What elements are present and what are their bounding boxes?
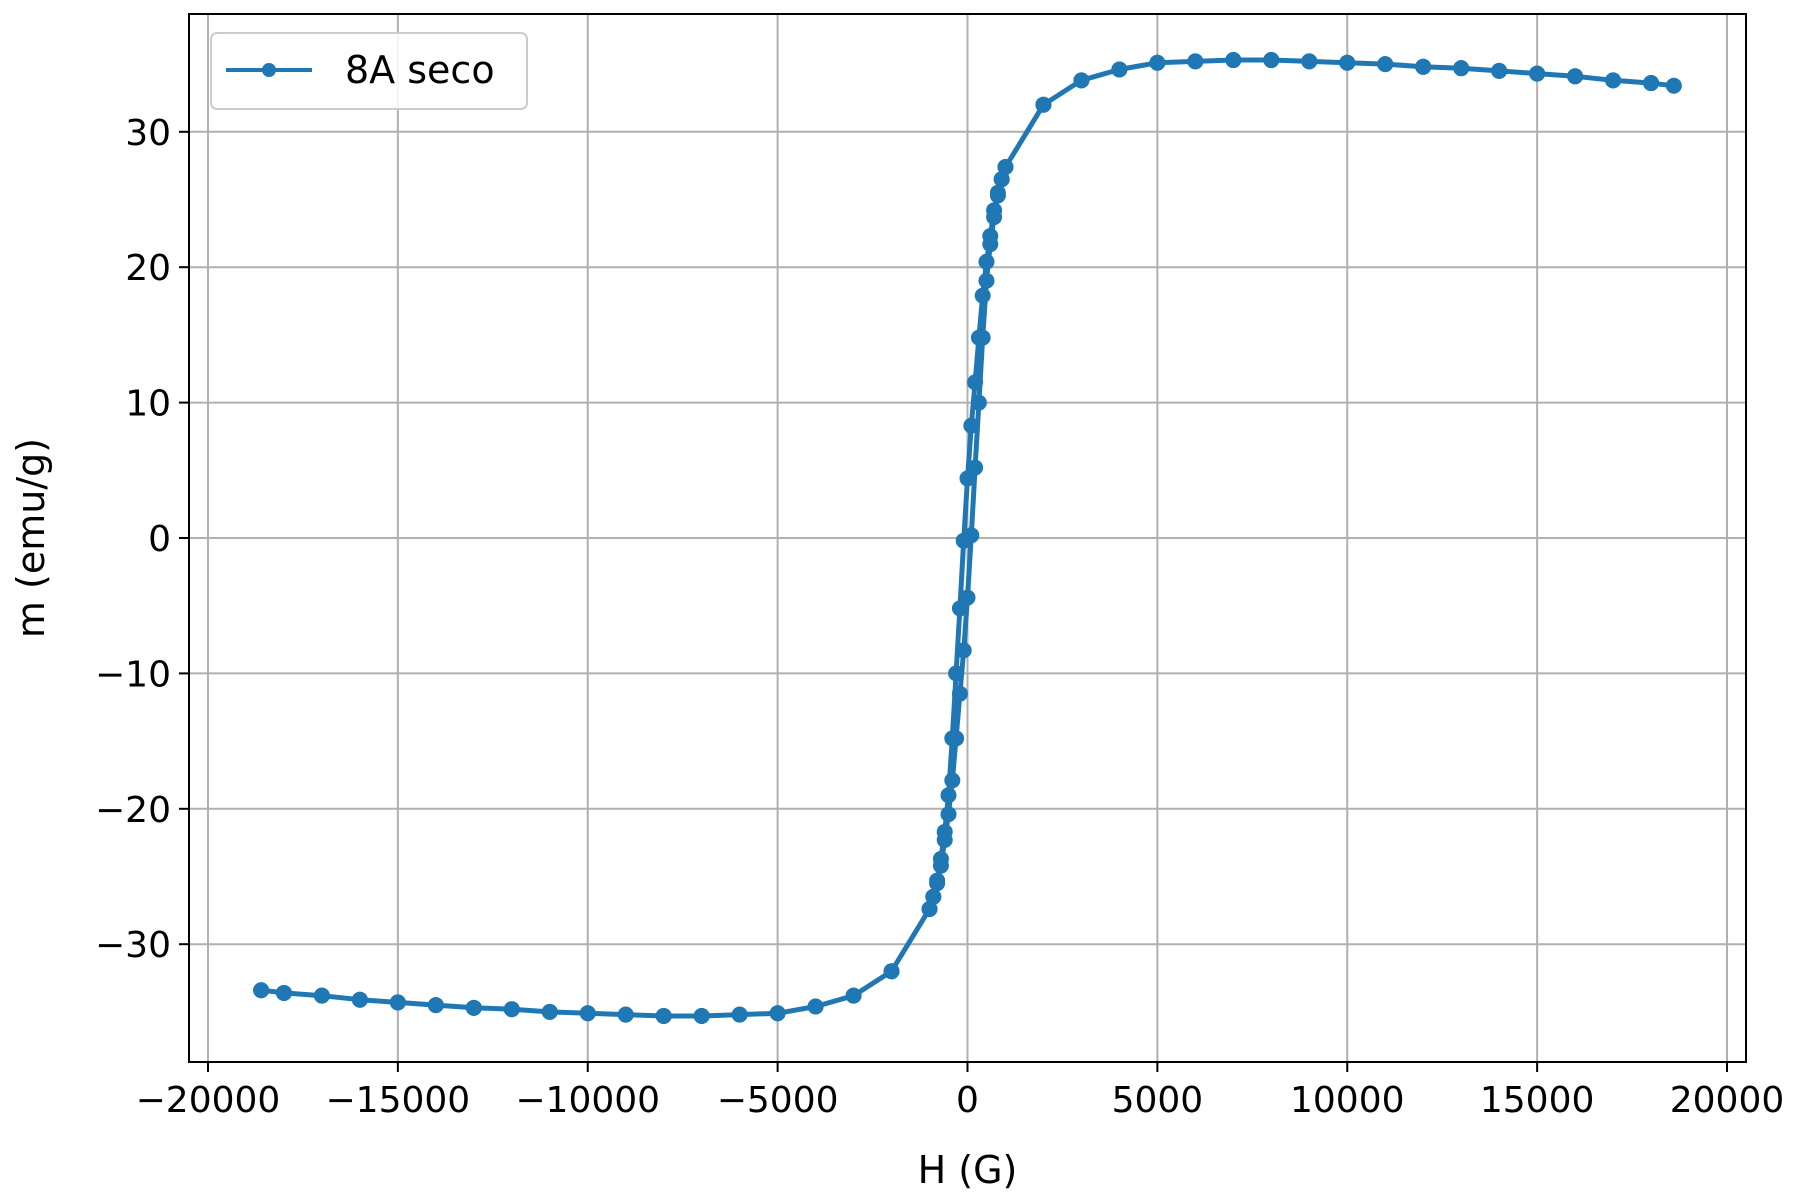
data-point <box>617 1006 634 1023</box>
data-point <box>275 984 292 1001</box>
data-point <box>1491 62 1508 79</box>
data-point <box>944 772 961 789</box>
data-point <box>1225 52 1242 69</box>
data-point <box>978 253 995 270</box>
data-point <box>693 1007 710 1024</box>
data-point <box>940 806 957 823</box>
x-tick-label: 15000 <box>1480 1080 1595 1121</box>
data-point <box>989 184 1006 201</box>
data-point <box>807 998 824 1015</box>
x-tick-label: 0 <box>956 1080 979 1121</box>
data-point <box>932 850 949 867</box>
data-point <box>253 982 270 999</box>
data-point <box>940 787 957 804</box>
data-point <box>351 991 368 1008</box>
data-point <box>731 1006 748 1023</box>
x-tick-label: −20000 <box>136 1080 281 1121</box>
data-point <box>769 1005 786 1022</box>
data-point <box>951 600 968 617</box>
x-tick-label: 20000 <box>1670 1080 1785 1121</box>
data-point <box>967 374 984 391</box>
data-point <box>1339 54 1356 71</box>
y-tick-label: −10 <box>95 654 171 695</box>
data-point <box>978 272 995 289</box>
data-point <box>503 1001 520 1018</box>
data-point <box>655 1007 672 1024</box>
data-point <box>982 228 999 245</box>
data-point <box>963 417 980 434</box>
x-tick-label: −5000 <box>717 1080 839 1121</box>
data-point <box>921 900 938 917</box>
data-point <box>1643 75 1660 92</box>
x-tick-label: −15000 <box>326 1080 471 1121</box>
data-point <box>929 872 946 889</box>
data-point <box>944 730 961 747</box>
data-point <box>948 665 965 682</box>
data-point <box>986 202 1003 219</box>
data-point <box>993 171 1010 188</box>
x-axis-label: H (G) <box>918 1148 1018 1192</box>
data-point <box>925 888 942 905</box>
data-point <box>936 823 953 840</box>
data-point <box>1073 72 1090 89</box>
data-point <box>541 1003 558 1020</box>
legend: 8A seco <box>210 32 528 110</box>
data-point <box>845 987 862 1004</box>
data-point <box>579 1005 596 1022</box>
y-tick-label: 20 <box>125 248 171 289</box>
data-point <box>1529 65 1546 82</box>
data-point <box>1605 72 1622 89</box>
y-axis-label: m (emu/g) <box>9 438 53 638</box>
axis-ticks: −20000 −15000 −10000 −5000 0 5000 10000 15000 20… <box>95 113 1784 1121</box>
data-point <box>1187 53 1204 70</box>
data-point <box>951 685 968 702</box>
y-tick-label: −30 <box>95 925 171 966</box>
data-point <box>997 159 1014 176</box>
data-point <box>1665 77 1682 94</box>
data-point <box>959 470 976 487</box>
legend-entry-label: 8A seco <box>345 48 495 92</box>
data-point <box>974 287 991 304</box>
y-tick-label: 0 <box>148 519 171 560</box>
data-point <box>1301 53 1318 70</box>
data-point <box>427 997 444 1014</box>
data-point <box>1111 61 1128 78</box>
legend-marker <box>262 63 276 77</box>
data-point <box>970 394 987 411</box>
data-point <box>313 987 330 1004</box>
x-tick-label: −10000 <box>515 1080 660 1121</box>
data-point <box>1149 54 1166 71</box>
legend-box <box>210 32 528 110</box>
data-point <box>955 642 972 659</box>
data-point <box>1035 96 1052 113</box>
data-point <box>1377 56 1394 73</box>
x-tick-label: 5000 <box>1112 1080 1204 1121</box>
data-point <box>883 963 900 980</box>
series-layer <box>253 52 1682 1024</box>
data-point <box>1415 58 1432 75</box>
data-point <box>970 329 987 346</box>
data-point <box>389 994 406 1011</box>
data-point <box>1453 60 1470 77</box>
y-tick-label: 10 <box>125 384 171 425</box>
data-point <box>955 532 972 549</box>
data-point <box>1567 68 1584 85</box>
data-point <box>1263 52 1280 69</box>
y-tick-label: −20 <box>95 790 171 831</box>
y-tick-label: 30 <box>125 113 171 154</box>
x-tick-label: 10000 <box>1290 1080 1405 1121</box>
data-point <box>465 999 482 1016</box>
